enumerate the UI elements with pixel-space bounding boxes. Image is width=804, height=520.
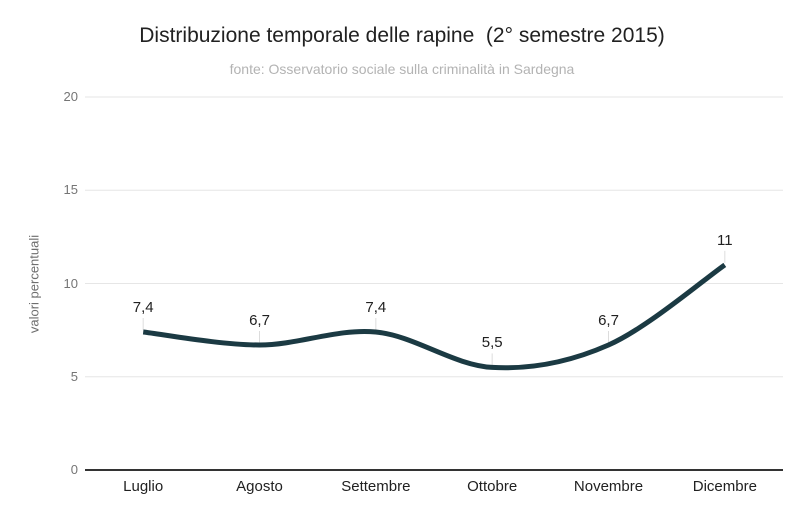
data-point-label: 5,5 <box>481 334 503 352</box>
data-point-label: 7,4 <box>365 298 387 316</box>
x-category-label: Dicembre <box>692 478 757 495</box>
data-point-label: 11 <box>717 231 733 249</box>
data-point-label: 6,7 <box>249 312 270 330</box>
x-category-label: Novembre <box>573 478 644 495</box>
chart-subtitle: fonte: Osservatorio sociale sulla crimin… <box>229 61 575 77</box>
y-tick-label: 0 <box>70 462 78 477</box>
series-line <box>142 262 727 371</box>
y-tick-label: 15 <box>63 182 78 198</box>
x-category-label: Agosto <box>236 478 283 495</box>
data-point-label: 7,4 <box>132 298 154 316</box>
data-point-label: 6,7 <box>598 312 619 330</box>
y-tick-label: 5 <box>70 368 78 384</box>
x-category-label: Settembre <box>341 478 411 495</box>
y-tick-label: 10 <box>63 275 78 291</box>
x-category-label: Luglio <box>123 478 164 495</box>
x-category-label: Ottobre <box>467 478 518 495</box>
chart-title: Distribuzione temporale delle rapine (2°… <box>139 24 665 47</box>
y-tick-label: 20 <box>63 89 78 104</box>
